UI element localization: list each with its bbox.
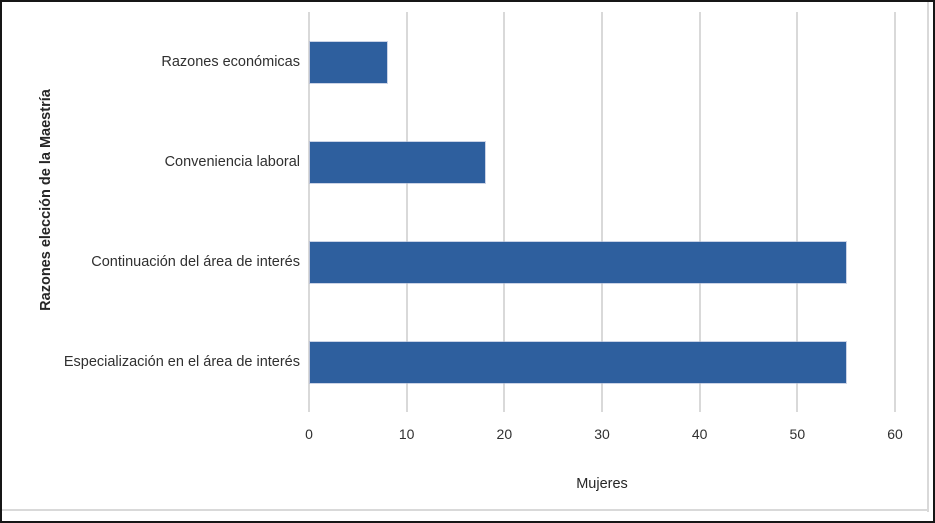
- y-axis-title: Razones elección de la Maestría: [38, 89, 54, 311]
- category-label: Continuación del área de interés: [91, 254, 300, 270]
- bar: [310, 141, 485, 183]
- x-tick-label: 0: [305, 426, 313, 442]
- x-tick-label: 20: [496, 426, 513, 442]
- category-label: Especialización en el área de interés: [63, 354, 300, 370]
- gridline-x-50: [796, 12, 799, 412]
- x-tick-label: 10: [398, 426, 415, 442]
- gridline-x-0: [308, 12, 310, 412]
- x-axis-title: Mujeres: [576, 476, 628, 492]
- chart-object-border-right: [927, 2, 929, 512]
- category-label: Razones económicas: [161, 54, 300, 70]
- x-tick-label: 30: [594, 426, 610, 442]
- chart-object-border-bottom: [2, 509, 929, 511]
- gridline-x-60: [894, 12, 896, 412]
- bar: [310, 341, 847, 383]
- gridline-x-10: [405, 12, 408, 412]
- gridline-x-40: [698, 12, 701, 412]
- category-label: Conveniencia laboral: [164, 154, 300, 170]
- bar: [310, 241, 847, 283]
- x-tick-label: 60: [887, 426, 903, 442]
- bar: [310, 41, 388, 83]
- x-tick-label: 40: [691, 426, 708, 442]
- x-tick-label: 50: [789, 426, 806, 442]
- gridline-x-20: [503, 12, 506, 412]
- gridline-x-30: [601, 12, 603, 412]
